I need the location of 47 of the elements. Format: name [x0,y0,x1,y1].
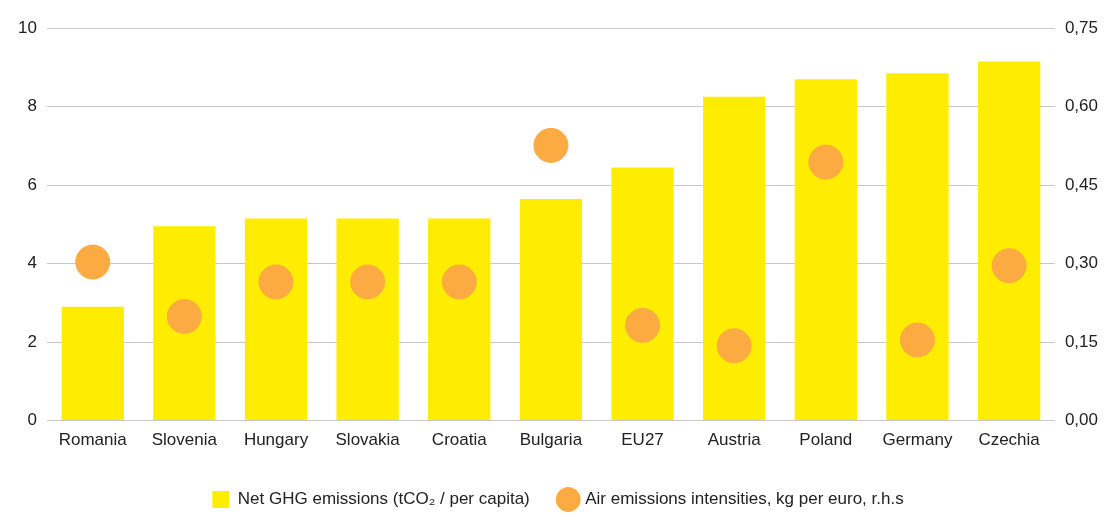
legend-label: Net GHG emissions (tCO₂ / per capita) [237,489,530,509]
x-tick-label: Slovakia [335,430,401,450]
y2-tick-label: 0,00 [1064,410,1099,430]
x-tick-label: Slovenia [151,430,218,450]
bar [611,167,674,421]
x-tick-label: Romania [58,430,128,450]
point [808,144,844,180]
x-tick-label: Austria [707,430,762,450]
y-tick-label: 2 [27,331,37,351]
y-tick-label: 4 [27,253,37,273]
y2-tick-label: 0,30 [1064,253,1099,273]
bar [153,226,216,421]
point [75,244,111,280]
point [350,264,386,300]
point [625,307,661,343]
bar [886,73,949,421]
point [166,298,202,334]
bar [519,198,583,421]
x-tick-label: Germany [882,430,953,450]
y-tick-label: 0 [27,410,37,430]
y-tick-label: 10 [17,17,37,37]
y-tick-label: 8 [27,96,37,116]
bar [61,306,124,421]
point [716,328,752,364]
y2-tick-label: 0,60 [1064,96,1099,116]
bar [703,96,766,421]
y2-tick-label: 0,75 [1064,17,1099,37]
x-tick-label: Bulgaria [519,430,583,450]
bar [794,79,857,421]
x-tick-label: Hungary [243,430,309,450]
bar [428,218,491,421]
x-tick-label: Croatia [431,430,488,450]
legend-label: Air emissions intensities, kg per euro, r.h.s [585,489,904,509]
point [533,127,569,163]
x-tick-label: Czechia [978,430,1041,450]
bar [244,218,308,421]
y2-tick-label: 0,15 [1064,331,1099,351]
y-tick-label: 6 [27,174,37,194]
bar [336,218,399,421]
bar [977,61,1041,421]
x-tick-label: Poland [799,430,853,450]
y2-tick-label: 0,45 [1064,174,1099,194]
point [899,322,935,358]
point [258,264,294,300]
point [441,264,477,300]
point [991,248,1027,284]
x-tick-label: EU27 [621,430,664,450]
